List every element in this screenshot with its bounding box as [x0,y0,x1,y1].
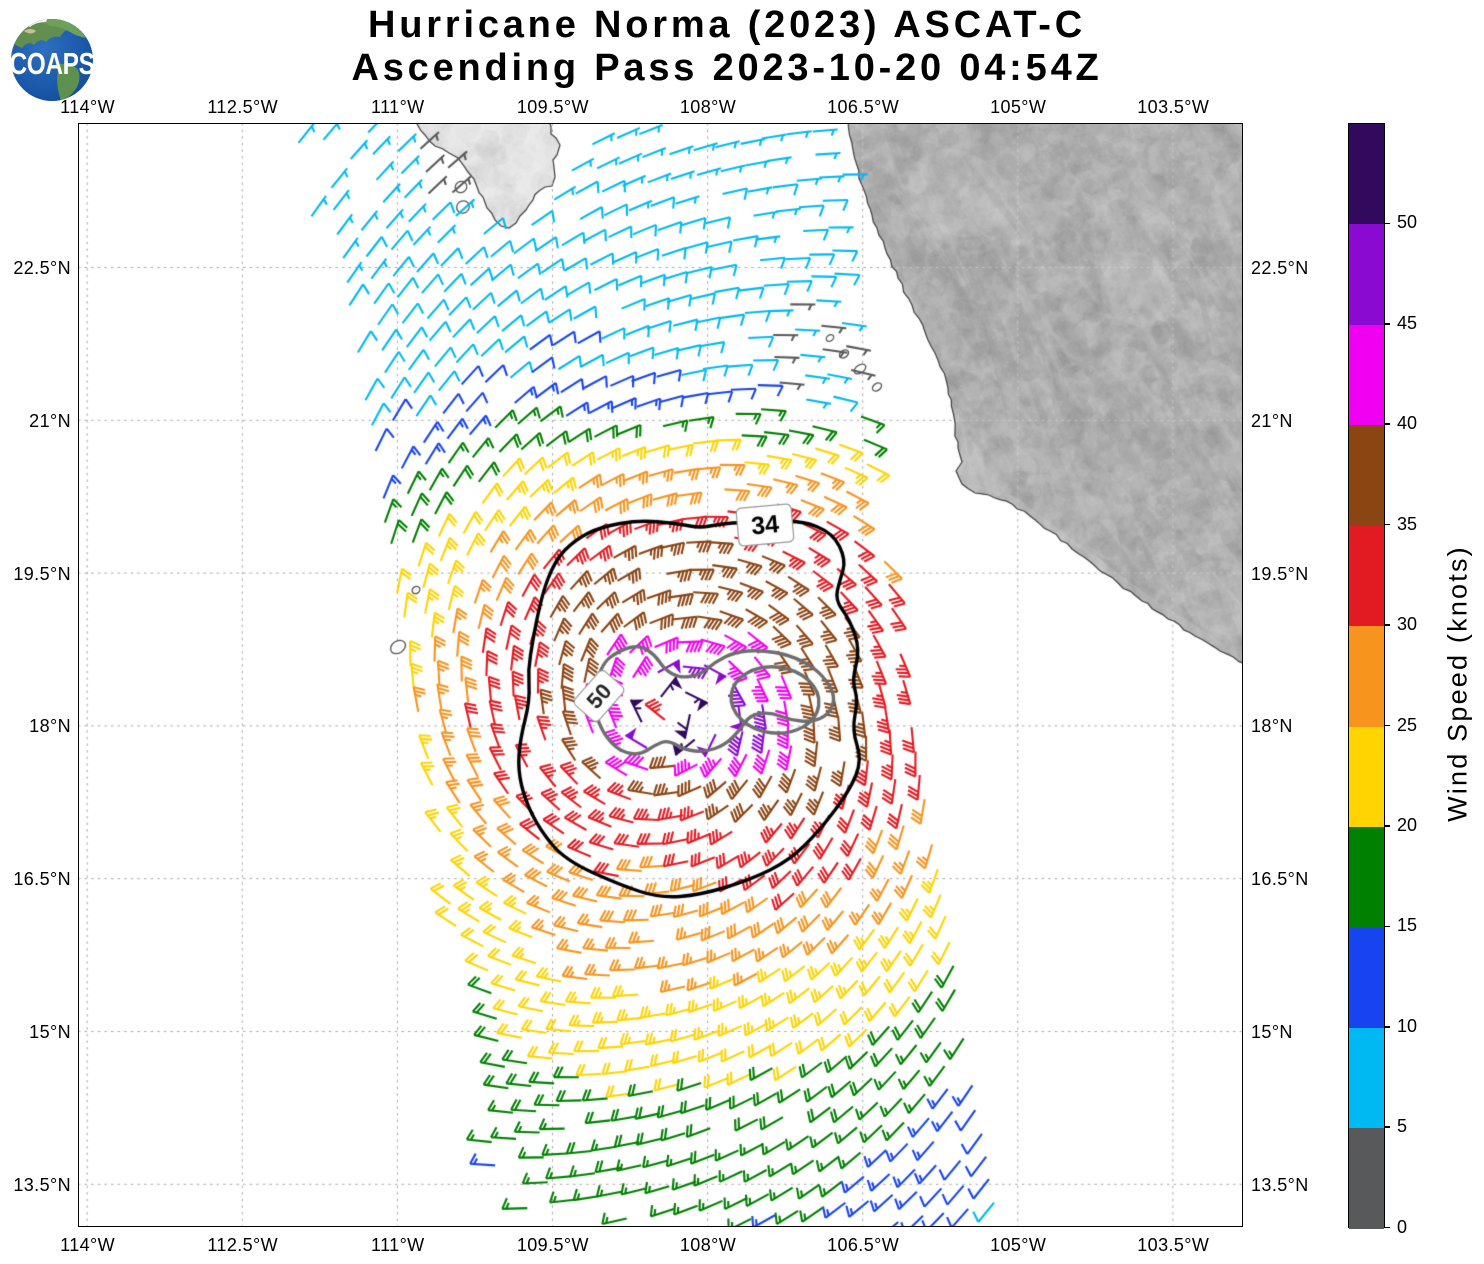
svg-text:COAPS: COAPS [9,46,94,80]
